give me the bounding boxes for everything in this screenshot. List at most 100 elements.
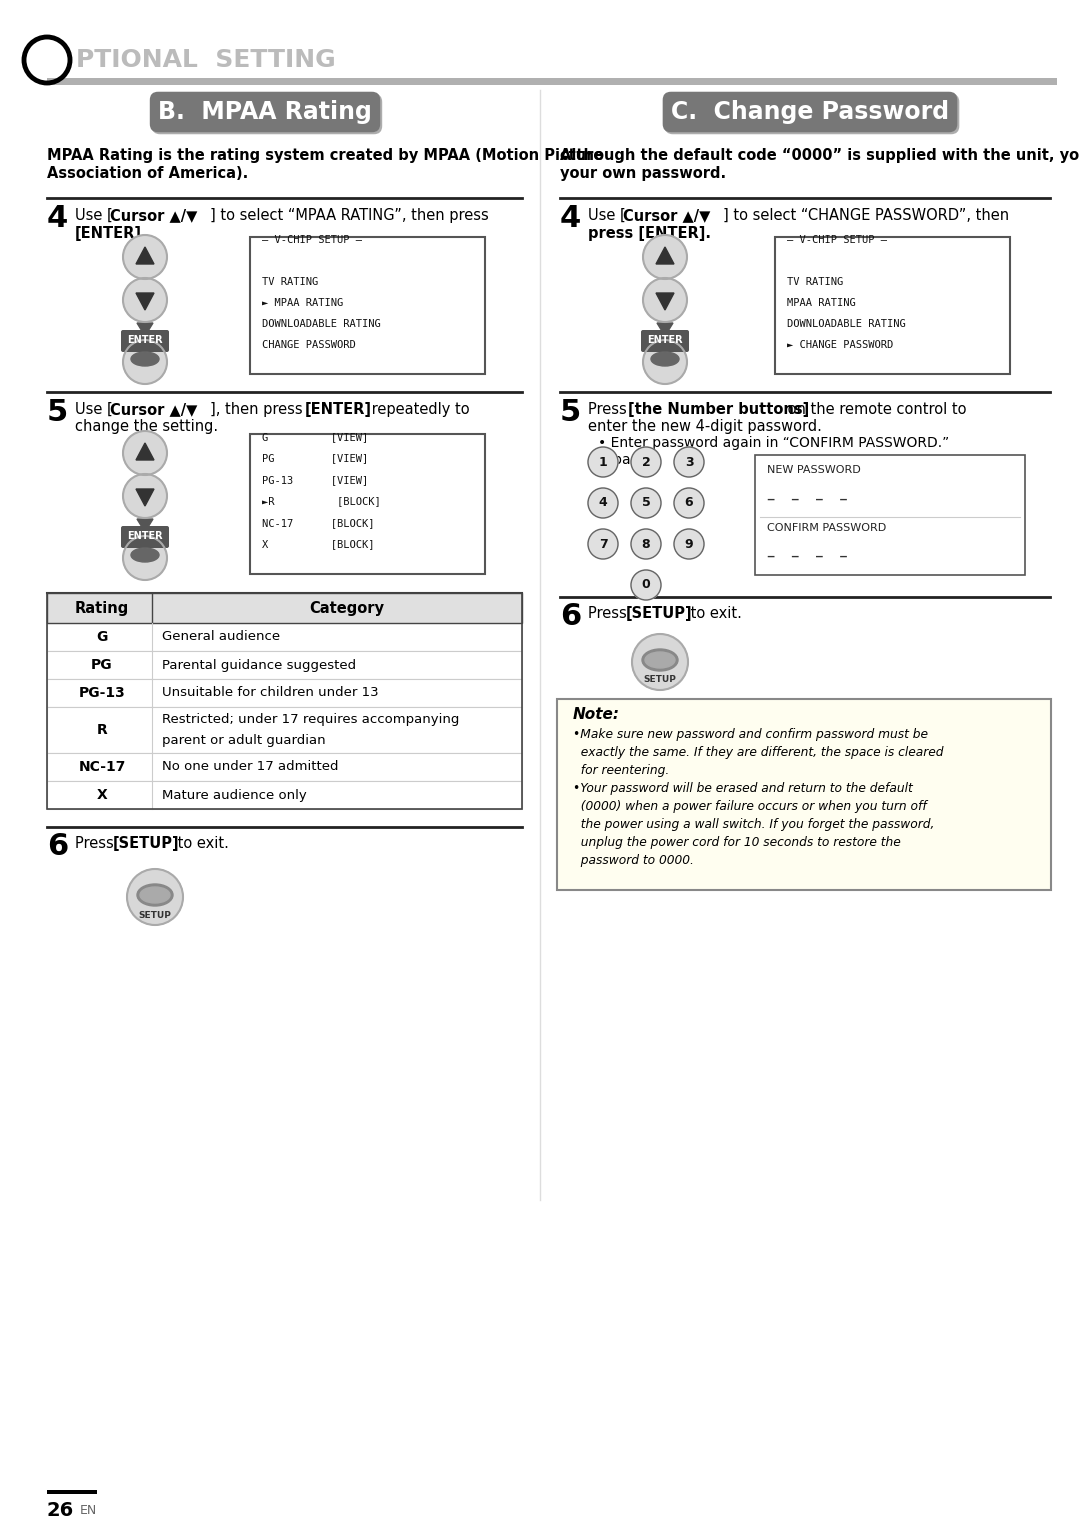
Circle shape [127,868,183,925]
FancyBboxPatch shape [121,526,168,548]
Bar [48,752,522,781]
Ellipse shape [645,652,675,668]
Circle shape [123,475,167,517]
Ellipse shape [137,884,173,906]
Text: [SETUP]: [SETUP] [113,836,179,852]
Polygon shape [136,443,154,459]
Bar [48,652,522,679]
Text: ►R          [BLOCK]: ►R [BLOCK] [262,496,381,507]
Polygon shape [136,488,154,507]
Text: ] to select “CHANGE PASSWORD”, then: ] to select “CHANGE PASSWORD”, then [723,208,1009,223]
Text: 6: 6 [561,601,581,630]
Text: 7: 7 [598,537,607,551]
Circle shape [123,235,167,279]
Text: repeatedly to: repeatedly to [367,401,470,417]
Text: –   –   –   –: – – – – [767,490,848,508]
Text: •Make sure new password and confirm password must be: •Make sure new password and confirm pass… [573,728,928,742]
Circle shape [643,235,687,279]
FancyBboxPatch shape [755,455,1025,575]
Bar [48,78,1057,85]
Circle shape [674,447,704,478]
Text: 5: 5 [48,398,68,427]
Text: PTIONAL  SETTING: PTIONAL SETTING [76,47,336,72]
Text: Use [: Use [ [588,208,625,223]
Text: 1: 1 [598,455,607,468]
Text: –   –   –   –: – – – – [767,546,848,565]
Text: TV RATING: TV RATING [787,278,843,287]
Text: 6: 6 [48,832,68,861]
Circle shape [123,278,167,322]
Text: space.: space. [606,453,651,467]
Text: •Your password will be erased and return to the default: •Your password will be erased and return… [573,781,913,795]
Text: ENTER: ENTER [647,336,683,345]
Text: SETUP: SETUP [644,676,676,685]
Text: R: R [96,723,107,737]
Circle shape [643,340,687,385]
Text: Use [: Use [ [75,208,112,223]
FancyBboxPatch shape [249,433,485,574]
Polygon shape [137,324,153,336]
Text: change the setting.: change the setting. [75,420,218,433]
Ellipse shape [651,353,679,366]
Text: or: or [136,473,154,488]
Text: Unsuitable for children under 13: Unsuitable for children under 13 [162,687,379,699]
Text: No one under 17 admitted: No one under 17 admitted [162,760,338,774]
Text: – V-CHIP SETUP –: – V-CHIP SETUP – [787,235,887,244]
Text: CONFIRM PASSWORD: CONFIRM PASSWORD [767,523,887,533]
Text: Note:: Note: [573,707,620,722]
Circle shape [674,488,704,517]
Circle shape [123,536,167,580]
Text: ENTER: ENTER [127,531,163,542]
Text: C.  Change Password: C. Change Password [671,101,949,124]
Text: B.  MPAA Rating: B. MPAA Rating [158,101,372,124]
Text: Press: Press [588,606,632,621]
Ellipse shape [131,548,159,562]
Ellipse shape [131,353,159,366]
Text: NEW PASSWORD: NEW PASSWORD [767,465,861,475]
Text: Mature audience only: Mature audience only [162,789,307,801]
Text: C.  Change Password: C. Change Password [673,102,951,127]
Text: exactly the same. If they are different, the space is cleared: exactly the same. If they are different,… [573,746,944,758]
Text: PG         [VIEW]: PG [VIEW] [262,453,368,464]
Text: TV RATING: TV RATING [262,278,319,287]
Polygon shape [656,247,674,264]
Circle shape [588,488,618,517]
Circle shape [643,278,687,322]
Circle shape [631,530,661,559]
Text: MPAA RATING: MPAA RATING [787,298,855,308]
Polygon shape [136,293,154,310]
Text: your own password.: your own password. [561,166,726,182]
Polygon shape [137,519,153,533]
Text: Use [: Use [ [75,401,112,417]
Text: Parental guidance suggested: Parental guidance suggested [162,659,356,671]
Text: ] to select “MPAA RATING”, then press: ] to select “MPAA RATING”, then press [210,208,489,223]
Bar [48,594,522,809]
FancyBboxPatch shape [249,237,485,374]
Text: Category: Category [310,601,384,615]
Text: General audience: General audience [162,630,280,644]
Text: G          [VIEW]: G [VIEW] [262,432,368,443]
Text: • Enter password again in “CONFIRM PASSWORD.”: • Enter password again in “CONFIRM PASSW… [598,436,949,450]
Text: [ENTER]: [ENTER] [305,401,372,417]
Text: (0000) when a power failure occurs or when you turn off: (0000) when a power failure occurs or wh… [573,800,927,813]
Text: NC-17: NC-17 [79,760,125,774]
Text: Cursor ▲/▼: Cursor ▲/▼ [623,208,711,223]
Ellipse shape [642,649,678,671]
Text: ► MPAA RATING: ► MPAA RATING [262,298,343,308]
Text: Press: Press [588,401,632,417]
Text: Rating: Rating [75,601,130,615]
Bar [48,623,522,652]
FancyBboxPatch shape [642,330,689,353]
Circle shape [631,447,661,478]
Bar [48,707,522,752]
Text: 26: 26 [48,1500,75,1520]
Text: 5: 5 [561,398,581,427]
Text: X          [BLOCK]: X [BLOCK] [262,540,375,549]
Text: to exit.: to exit. [686,606,742,621]
Text: SETUP: SETUP [138,911,172,920]
Text: password to 0000.: password to 0000. [573,855,693,867]
Circle shape [674,530,704,559]
Text: [SETUP]: [SETUP] [626,606,692,621]
Text: DOWNLOADABLE RATING: DOWNLOADABLE RATING [787,319,906,330]
Text: or: or [136,278,154,293]
